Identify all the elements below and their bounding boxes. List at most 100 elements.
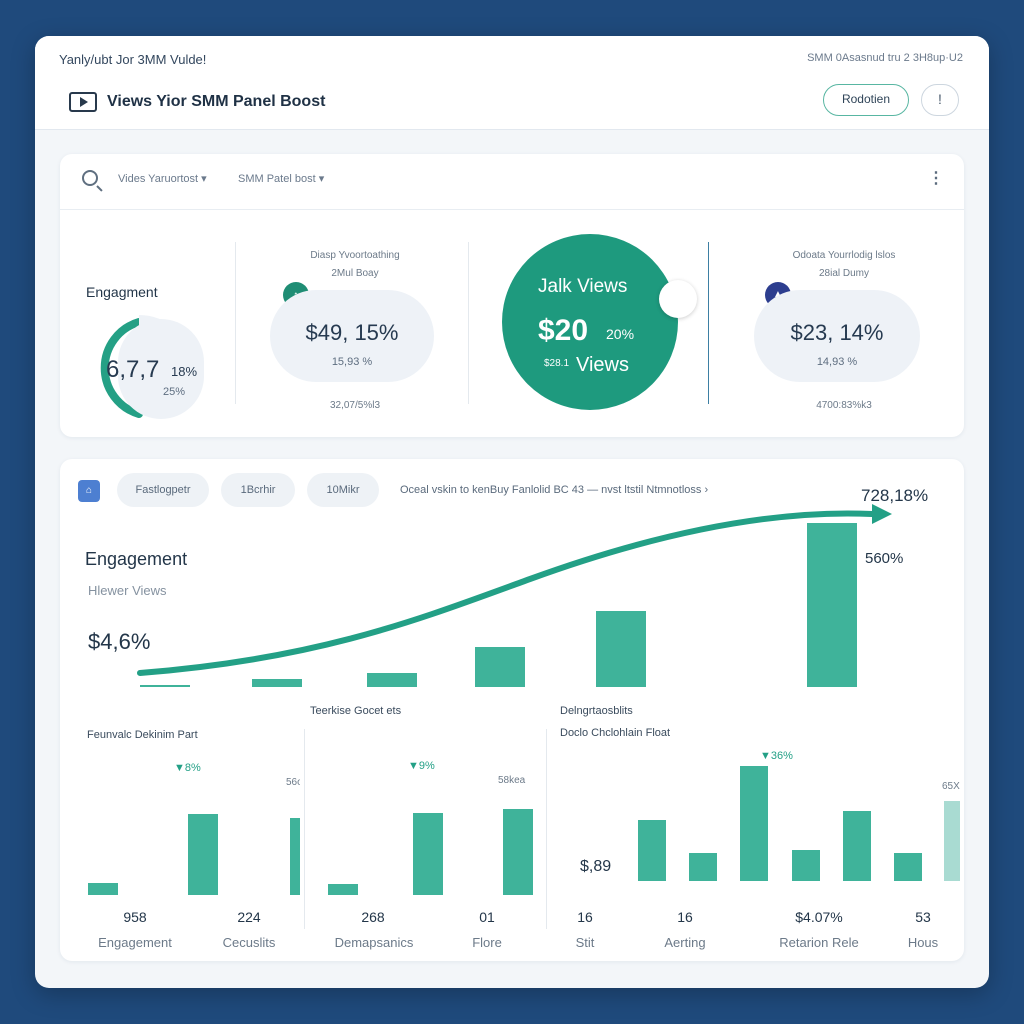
card4-value: $23, 14%: [790, 320, 884, 345]
sub-a-bar-1: [188, 814, 218, 895]
subchart-a-label-1: Cecuslits: [222, 935, 276, 950]
sub-b-annotation-0: ▼9%: [408, 760, 435, 772]
trend-line: [137, 510, 875, 676]
filter-dropdown-smm[interactable]: SMM Patel bost ▾: [238, 173, 325, 185]
subchart-c-value-2: $4.07%: [795, 909, 843, 925]
page-title: Views Yior SMM Panel Boost: [107, 93, 326, 110]
card2-value: $49, 15%: [305, 320, 399, 345]
subchart-b-label-0: Demapsanics: [334, 935, 414, 950]
subchart-c: $,89 ▼36% 65X: [580, 750, 960, 881]
subchart-c-value-0: 16: [577, 909, 593, 925]
sub-c-bar-1: [689, 853, 717, 881]
subchart-c-title: Delngrtaosblits: [560, 705, 633, 717]
card2-bubble: [270, 290, 434, 382]
card-divider: [60, 209, 964, 210]
status-text: SMM 0Asasnud tru 2 3H8up·U2: [807, 52, 963, 64]
sub-c-bar-0: [638, 820, 666, 881]
sub-c-bar-5: [894, 853, 922, 881]
sub-b-bar-2: [503, 809, 533, 895]
card2-footer: 32,07/5%l3: [329, 400, 381, 411]
separator: [546, 729, 547, 929]
main-bar-5: [807, 523, 857, 687]
subchart-b-label-1: Flore: [472, 935, 502, 950]
separator: [708, 242, 709, 404]
chip-2[interactable]: 10Mikr: [307, 473, 379, 507]
subchart-a: ▼8% 56oea: [88, 762, 300, 895]
chart-card: ⌂ Fastlogpetr 1Bcrhir 10Mikr Oceal vskin…: [60, 459, 964, 961]
metrics-card: Vides Yaruortost ▾ SMM Patel bost ▾ ⋮ En…: [60, 154, 964, 437]
play-icon[interactable]: [69, 92, 97, 112]
card4-footer: 4700:83%k3: [816, 400, 872, 411]
chart-title: Engagement: [85, 549, 188, 569]
views-highlight-circle: [502, 234, 678, 410]
main-bar-4: [596, 611, 646, 687]
subchart-b-title: Teerkise Gocet ets: [310, 705, 402, 717]
engagement-value: 6,7,7: [106, 356, 160, 383]
bar-value-label: 560%: [865, 550, 904, 567]
subchart-b-value-1: 01: [479, 909, 495, 925]
sub-c-annotation-2: 65X: [942, 781, 960, 792]
card4-bubble: [754, 290, 920, 382]
card2-caption-2: 2Mul Boay: [331, 268, 379, 279]
chip-0[interactable]: Fastlogpetr: [117, 473, 209, 507]
card2-sub: 15,93 %: [331, 356, 373, 368]
filter-dropdown-videos[interactable]: Vides Yaruortost ▾: [118, 173, 207, 185]
sub-a-annotation-1: 56oea: [286, 777, 300, 788]
primary-action-button[interactable]: Rodotien: [823, 84, 909, 116]
subchart-c-value-1: 16: [677, 909, 693, 925]
end-value-label: 728,18%: [861, 486, 929, 505]
app-window: Yanly/ubt Jor 3MM Vulde! SMM 0Asasnud tr…: [35, 36, 989, 988]
subchart-c-value-3: 53: [915, 909, 931, 925]
sub-b-bar-1: [413, 813, 443, 895]
sub-c-annotation-1: ▼36%: [760, 750, 793, 762]
main-bar-0: [140, 685, 190, 687]
subchart-a-label-0: Engagement: [98, 935, 172, 950]
main-bar-1: [252, 679, 302, 687]
engagement-pct: 18%: [171, 364, 198, 379]
search-icon[interactable]: [82, 170, 98, 186]
subchart-a-title: Feunvalc Dekinim Part: [87, 729, 198, 741]
sub-a-bar-2: [290, 818, 300, 895]
trend-arrow-icon: [872, 504, 892, 524]
sub-c-bar-4: [843, 811, 871, 881]
subchart-c-label-2: Retarion Rele: [779, 935, 859, 950]
sub-c-bar-6: [944, 801, 960, 881]
card4-sub: 14,93 %: [816, 356, 858, 368]
sub-b-annotation-1: 58kea: [498, 775, 526, 786]
engagement-sub: 25%: [163, 386, 186, 398]
chart-kpi: $4,6%: [88, 629, 151, 654]
info-button[interactable]: !: [921, 84, 959, 116]
subchart-b: ▼9% 58kea: [328, 760, 533, 895]
main-bar-chart: [137, 504, 892, 687]
subchart-a-value-1: 224: [237, 909, 261, 925]
main-bar-3: [475, 647, 525, 687]
center-prefix: $28.1: [544, 358, 570, 369]
center-line3: Views: [576, 354, 629, 376]
more-options-icon[interactable]: ⋮: [928, 170, 944, 187]
app-title: Yanly/ubt Jor 3MM Vulde!: [59, 52, 207, 67]
main-bar-2: [367, 673, 417, 687]
center-pct: 20%: [606, 326, 635, 342]
sub-b-bar-0: [328, 884, 358, 895]
subchart-c-label-0: Stit: [575, 935, 595, 950]
engagement-bubble: [118, 319, 204, 419]
separator: [304, 729, 305, 929]
chip-1[interactable]: 1Bcrhir: [221, 473, 295, 507]
title-bar: Yanly/ubt Jor 3MM Vulde! SMM 0Asasnud tr…: [35, 36, 989, 130]
sub-a-bar-0: [88, 883, 118, 895]
subchart-c-label-1: Aerting: [664, 935, 706, 950]
center-value: $20: [538, 314, 589, 347]
center-line1: Jalk Views: [538, 276, 628, 297]
separator: [468, 242, 469, 404]
separator: [235, 242, 236, 404]
card2-caption: Diasp Yvoortoathing: [310, 250, 400, 261]
toggle-handle[interactable]: [659, 280, 697, 318]
gamepad-icon[interactable]: ⌂: [78, 480, 100, 502]
card4-caption-2: 28ial Dumy: [818, 268, 870, 279]
engagement-title: Engagment: [86, 284, 158, 300]
sub-c-bar-2: [740, 766, 768, 881]
sub-a-annotation-0: ▼8%: [174, 762, 201, 774]
subchart-c-subtitle: Doclo Chclohlain Float: [560, 727, 671, 739]
subchart-a-value-0: 958: [123, 909, 147, 925]
info-text: Oceal vskin to kenBuy Fanlolid BC 43 — n…: [400, 484, 709, 496]
